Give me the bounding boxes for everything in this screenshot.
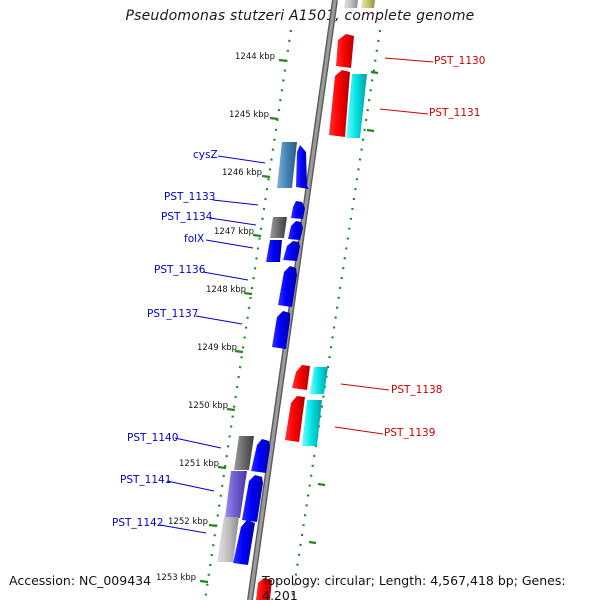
leader-PST_1142 <box>159 524 207 534</box>
kbp-tick <box>208 523 218 528</box>
gene-label-PST_1141[interactable]: PST_1141 <box>120 474 172 486</box>
gene-folX <box>283 241 300 261</box>
kbp-label: 1253 kbp <box>156 573 197 583</box>
leader-PST_1141 <box>166 480 215 492</box>
leader-PST_1130 <box>384 57 434 63</box>
kbp-label: 1244 kbp <box>235 52 276 62</box>
leader-cysZ <box>217 155 266 164</box>
gene-PST_1133 <box>291 201 305 219</box>
gene-label-cysZ[interactable]: cysZ <box>193 149 218 161</box>
gene-PST_1141 <box>242 475 263 522</box>
gene-label-PST_1137[interactable]: PST_1137 <box>147 308 199 320</box>
gene-PST_1140 <box>251 439 270 473</box>
track-guides <box>203 29 382 600</box>
kbp-tick <box>252 233 262 238</box>
genome-title: Pseudomonas stutzeri A1501, complete gen… <box>125 8 475 24</box>
accession-label: Accession: NC_009434 <box>9 573 152 588</box>
kbp-ticks <box>199 58 288 584</box>
genome-summary: Topology: circular; Length: 4,567,418 bp… <box>262 573 566 600</box>
leader-PST_1133 <box>212 199 259 206</box>
gray-feature-1140 <box>234 436 254 470</box>
inner-track-features <box>217 142 297 562</box>
gray-feature-1134 <box>270 217 287 238</box>
gene-label-PST_1133[interactable]: PST_1133 <box>164 191 216 203</box>
gene-label-PST_1134[interactable]: PST_1134 <box>161 211 213 223</box>
kbp-tick <box>199 579 209 584</box>
kbp-label: 1247 kbp <box>214 227 255 237</box>
leader-PST_1138 <box>340 383 390 391</box>
gene-PST_1138 <box>292 365 310 390</box>
gene-PST_1142 <box>233 520 255 565</box>
lightgray-feature-1142 <box>217 517 239 562</box>
cyan-feature-1131 <box>346 74 367 138</box>
reverse-strand-genes <box>256 34 354 600</box>
leader-PST_1140 <box>174 437 222 449</box>
gene-label-PST_1139[interactable]: PST_1139 <box>384 427 436 439</box>
kbp-label: 1248 kbp <box>206 285 247 295</box>
kbp-label: 1245 kbp <box>229 110 270 120</box>
kbp-label: 1249 kbp <box>197 343 238 353</box>
gene-PST_1130 <box>336 34 354 68</box>
outer-track-guide <box>290 29 382 600</box>
gene-PST_1137 <box>272 311 290 349</box>
gene-label-PST_1130[interactable]: PST_1130 <box>434 55 486 67</box>
label-leaders <box>159 57 434 534</box>
kbp-label: 1246 kbp <box>222 168 263 178</box>
top-partial-features <box>344 0 375 8</box>
leader-folX <box>205 239 254 249</box>
gene-PST_1139 <box>285 396 305 442</box>
cyan-feature-1138 <box>310 367 328 394</box>
leader-PST_1134 <box>209 217 257 226</box>
gene-PST_1136 <box>278 266 297 307</box>
slate-feature-1141 <box>225 471 247 518</box>
kbp-tick <box>269 116 279 121</box>
kbp-tick <box>226 407 236 412</box>
gene-label-PST_1138[interactable]: PST_1138 <box>391 384 443 396</box>
gene-label-PST_1131[interactable]: PST_1131 <box>429 107 481 119</box>
kbp-label: 1251 kbp <box>179 459 220 469</box>
kbp-tick <box>217 465 227 470</box>
cyan-track-features <box>302 74 367 446</box>
gene-PST_1131 <box>329 70 350 137</box>
gene-label-PST_1136[interactable]: PST_1136 <box>154 264 206 276</box>
kbp-label: 1250 kbp <box>188 401 229 411</box>
leader-PST_1136 <box>202 271 249 281</box>
kbp-tick <box>261 174 271 179</box>
gene-block <box>266 240 282 262</box>
gene-label-PST_1142[interactable]: PST_1142 <box>112 517 164 529</box>
gene-cysZ <box>296 145 309 189</box>
outer-ticks <box>308 70 379 545</box>
leader-PST_1139 <box>334 426 384 435</box>
kbp-tick <box>278 58 288 63</box>
kbp-tick <box>243 291 253 296</box>
steelblue-feature-cysZ <box>277 142 297 188</box>
gene-label-PST_1140[interactable]: PST_1140 <box>127 432 179 444</box>
forward-strand-genes <box>233 145 309 565</box>
kbp-tick <box>234 349 244 354</box>
cyan-feature-1139 <box>302 400 322 446</box>
gene-PST_1134 <box>288 221 303 240</box>
gene-label-folX[interactable]: folX <box>184 233 205 245</box>
inner-track-guide <box>203 29 293 600</box>
kbp-label: 1252 kbp <box>168 517 209 527</box>
leader-PST_1131 <box>379 108 429 115</box>
leader-PST_1137 <box>195 315 243 325</box>
